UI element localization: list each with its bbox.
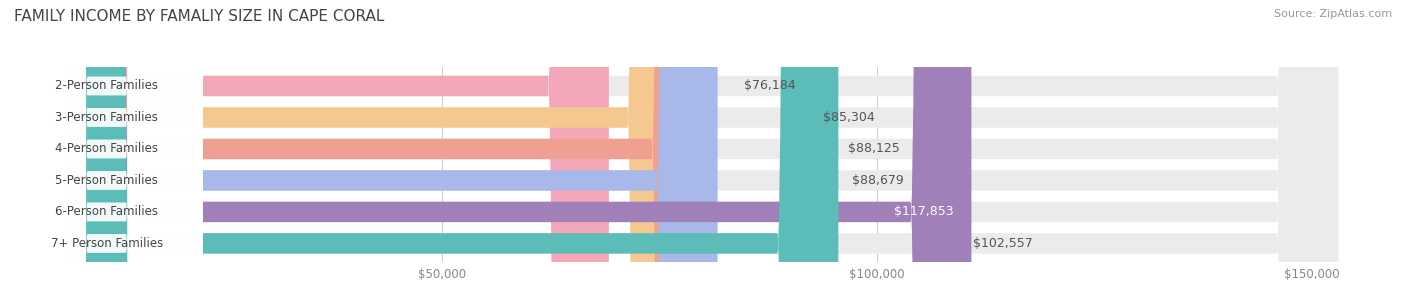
FancyBboxPatch shape — [11, 0, 202, 305]
Text: FAMILY INCOME BY FAMALIY SIZE IN CAPE CORAL: FAMILY INCOME BY FAMALIY SIZE IN CAPE CO… — [14, 9, 384, 24]
FancyBboxPatch shape — [67, 0, 838, 305]
FancyBboxPatch shape — [11, 0, 202, 305]
Text: 7+ Person Families: 7+ Person Families — [51, 237, 163, 250]
Text: 3-Person Families: 3-Person Families — [55, 111, 159, 124]
Text: Source: ZipAtlas.com: Source: ZipAtlas.com — [1274, 9, 1392, 19]
FancyBboxPatch shape — [67, 0, 1339, 305]
FancyBboxPatch shape — [67, 0, 1339, 305]
FancyBboxPatch shape — [67, 0, 713, 305]
Text: $117,853: $117,853 — [894, 206, 955, 218]
FancyBboxPatch shape — [67, 0, 972, 305]
FancyBboxPatch shape — [67, 0, 1339, 305]
Text: 6-Person Families: 6-Person Families — [55, 206, 159, 218]
Text: $85,304: $85,304 — [823, 111, 875, 124]
FancyBboxPatch shape — [67, 0, 689, 305]
Text: 2-Person Families: 2-Person Families — [55, 80, 159, 92]
FancyBboxPatch shape — [11, 0, 202, 305]
Text: $102,557: $102,557 — [973, 237, 1033, 250]
FancyBboxPatch shape — [67, 0, 609, 305]
Text: $76,184: $76,184 — [744, 80, 796, 92]
FancyBboxPatch shape — [11, 0, 202, 305]
FancyBboxPatch shape — [67, 0, 1339, 305]
FancyBboxPatch shape — [67, 0, 717, 305]
FancyBboxPatch shape — [11, 0, 202, 305]
FancyBboxPatch shape — [11, 0, 202, 305]
FancyBboxPatch shape — [67, 0, 1339, 305]
Text: 5-Person Families: 5-Person Families — [55, 174, 159, 187]
FancyBboxPatch shape — [67, 0, 1339, 305]
Text: $88,679: $88,679 — [852, 174, 904, 187]
Text: 4-Person Families: 4-Person Families — [55, 142, 159, 156]
Text: $88,125: $88,125 — [848, 142, 900, 156]
